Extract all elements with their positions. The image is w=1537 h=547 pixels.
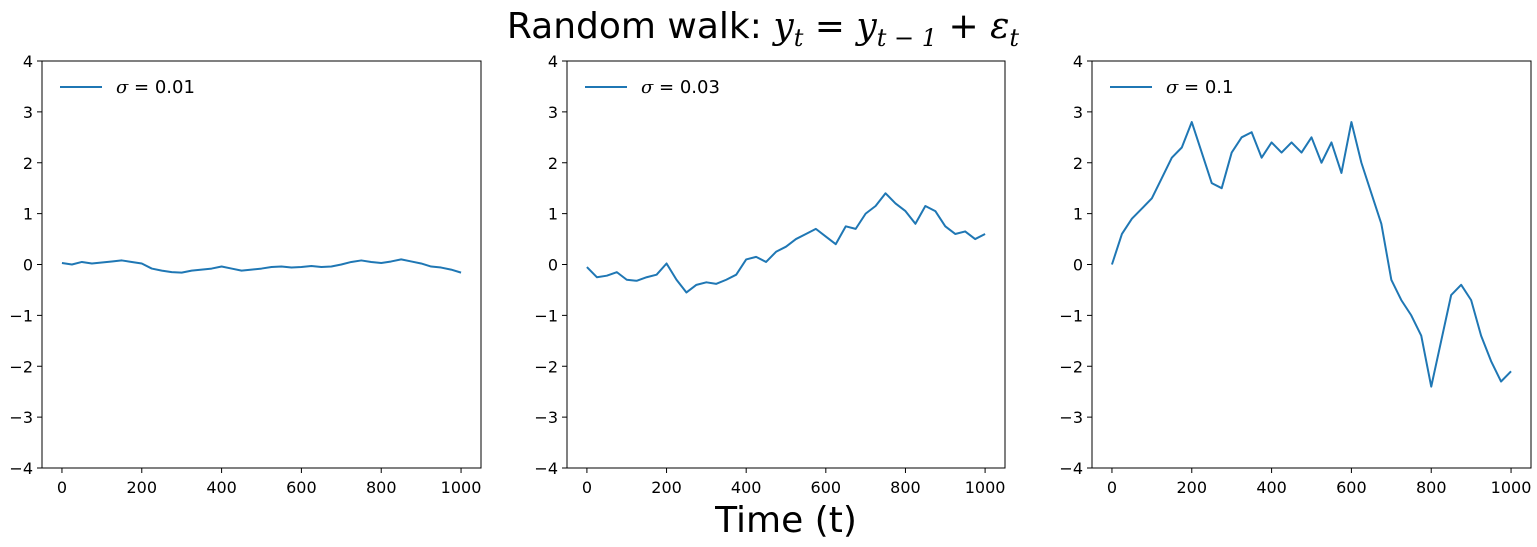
- y-tick-label: 4: [23, 52, 33, 71]
- title-math-eq: =: [803, 6, 856, 47]
- title-math-sub-t1: t − 1: [877, 24, 937, 52]
- title-math-y2: y: [854, 6, 877, 47]
- y-tick-label: 4: [1073, 52, 1083, 71]
- legend-label: σ = 0.01: [116, 77, 195, 98]
- y-tick-label: 1: [1073, 205, 1083, 224]
- x-axis-label: Time (t): [714, 500, 857, 541]
- series-line: [61, 258, 462, 274]
- y-tick-label: −1: [1059, 306, 1083, 325]
- legend-sigma: σ: [641, 77, 654, 98]
- legend-sigma: σ: [1166, 77, 1179, 98]
- axes-frame: [41, 60, 482, 469]
- x-tick-label: 0: [582, 478, 592, 497]
- x-tick-label: 800: [890, 478, 921, 497]
- title-prefix: Random walk:: [507, 6, 773, 47]
- x-tick-label: 800: [366, 478, 397, 497]
- y-tick-label: 4: [548, 52, 558, 71]
- y-tick-label: −3: [9, 408, 33, 427]
- y-tick-label: −4: [534, 459, 558, 478]
- x-tick-label: 200: [651, 478, 682, 497]
- y-tick-label: −4: [1059, 459, 1083, 478]
- y-tick-label: −2: [1059, 357, 1083, 376]
- x-tick-label: 800: [1416, 478, 1447, 497]
- y-tick-label: −2: [534, 357, 558, 376]
- y-tick-label: −3: [1059, 408, 1083, 427]
- x-tick-label: 1000: [965, 478, 1006, 497]
- y-tick-label: 3: [548, 103, 558, 122]
- y-tick-label: 3: [23, 103, 33, 122]
- legend-value: = 0.1: [1178, 77, 1233, 98]
- x-tick-label: 200: [1176, 478, 1207, 497]
- legend-value: = 0.01: [128, 77, 195, 98]
- title-math-plus: +: [937, 6, 990, 47]
- axes-frame: [566, 60, 1006, 469]
- y-tick-label: 0: [1073, 256, 1083, 275]
- chart-panel-3: 0 200 400 600 800 1000 −4 −3 −2 −1 0 1 2 3 4 σ = 0.1: [1059, 52, 1532, 497]
- y-tick-label: 1: [548, 205, 558, 224]
- x-tick-label: 400: [1256, 478, 1287, 497]
- y-tick-label: 0: [548, 256, 558, 275]
- legend-value: = 0.03: [653, 77, 720, 98]
- y-tick-label: 2: [23, 154, 33, 173]
- series-line: [586, 192, 986, 294]
- title-math-sub-t2: t: [1009, 24, 1019, 52]
- y-tick-label: 2: [1073, 154, 1083, 173]
- y-tick-label: −4: [9, 459, 33, 478]
- x-tick-label: 400: [206, 478, 237, 497]
- x-tick-label: 1000: [441, 478, 482, 497]
- chart-panel-2: 0 200 400 600 800 1000 −4 −3 −2 −1 0 1 2 3 4 σ = 0.03: [534, 52, 1006, 497]
- title-math-eps: ε: [990, 6, 1009, 47]
- y-tick-label: 3: [1073, 103, 1083, 122]
- chart-panel-1: 0 200 400 600 800 1000 −4 −3 −2 −1 0 1 2 3 4 σ = 0.01: [9, 52, 482, 497]
- y-tick-label: 1: [23, 205, 33, 224]
- legend: σ = 0.01: [60, 77, 195, 98]
- series-line: [1110, 121, 1512, 388]
- x-tick-label: 600: [811, 478, 842, 497]
- title-math: y: [771, 6, 794, 47]
- legend: σ = 0.03: [585, 77, 720, 98]
- x-tick-label: 0: [1107, 478, 1117, 497]
- y-tick-label: −1: [9, 306, 33, 325]
- legend-label: σ = 0.1: [1166, 77, 1233, 98]
- title-math-sub-t: t: [794, 24, 804, 52]
- x-tick-label: 600: [1336, 478, 1367, 497]
- x-tick-label: 400: [731, 478, 762, 497]
- figure-title: Random walk: yt = yt − 1 + εt: [507, 6, 1020, 52]
- legend: σ = 0.1: [1110, 77, 1233, 98]
- x-tick-label: 1000: [1491, 478, 1532, 497]
- legend-sigma: σ: [116, 77, 129, 98]
- y-tick-label: −3: [534, 408, 558, 427]
- axes-frame: [1091, 60, 1532, 469]
- y-tick-label: −2: [9, 357, 33, 376]
- x-tick-label: 200: [126, 478, 157, 497]
- y-tick-label: 0: [23, 256, 33, 275]
- x-tick-label: 0: [57, 478, 67, 497]
- legend-label: σ = 0.03: [641, 77, 720, 98]
- x-tick-label: 600: [286, 478, 317, 497]
- y-tick-label: 2: [548, 154, 558, 173]
- y-tick-label: −1: [534, 306, 558, 325]
